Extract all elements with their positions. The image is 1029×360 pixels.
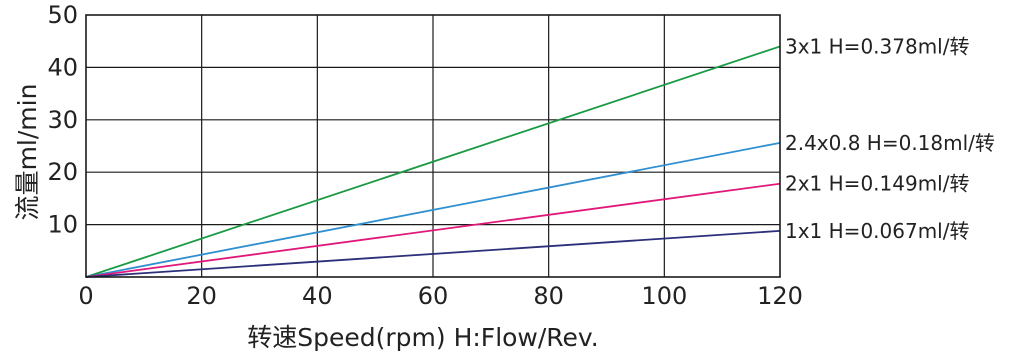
grid-lines xyxy=(86,15,780,277)
series-lines xyxy=(85,45,781,278)
x-tick-label: 80 xyxy=(533,282,564,310)
series-label: 1x1 H=0.067ml/转 xyxy=(785,219,969,243)
series-label: 2x1 H=0.149ml/转 xyxy=(785,172,969,196)
y-tick-label: 10 xyxy=(47,211,78,239)
x-tick-label: 100 xyxy=(641,282,687,310)
series-line xyxy=(85,141,781,278)
series-line xyxy=(85,182,781,278)
x-tick-label: 20 xyxy=(186,282,217,310)
x-tick-label: 0 xyxy=(78,282,93,310)
y-tick-label: 40 xyxy=(47,53,78,81)
y-axis-title: 流量ml/min xyxy=(13,84,42,221)
x-axis-title: 转速Speed(rpm) H:Flow/Rev. xyxy=(247,323,598,352)
y-tick-label: 30 xyxy=(47,106,78,134)
y-tick-label: 50 xyxy=(47,1,78,29)
x-tick-label: 120 xyxy=(757,282,803,310)
series-labels: 3x1 H=0.378ml/转 2.4x0.8 H=0.18ml/转 2x1 H=0… xyxy=(785,34,995,242)
y-axis-ticks: 10 20 30 40 50 xyxy=(47,1,78,239)
series-label: 2.4x0.8 H=0.18ml/转 xyxy=(785,131,995,155)
plot-frame xyxy=(85,14,781,278)
series-line xyxy=(85,45,781,278)
x-tick-label: 40 xyxy=(302,282,333,310)
y-tick-label: 20 xyxy=(47,158,78,186)
x-axis-ticks: 0 20 40 60 80 100 120 xyxy=(78,282,803,310)
series-line xyxy=(85,229,781,278)
series-label: 3x1 H=0.378ml/转 xyxy=(785,34,969,58)
x-tick-label: 60 xyxy=(418,282,449,310)
